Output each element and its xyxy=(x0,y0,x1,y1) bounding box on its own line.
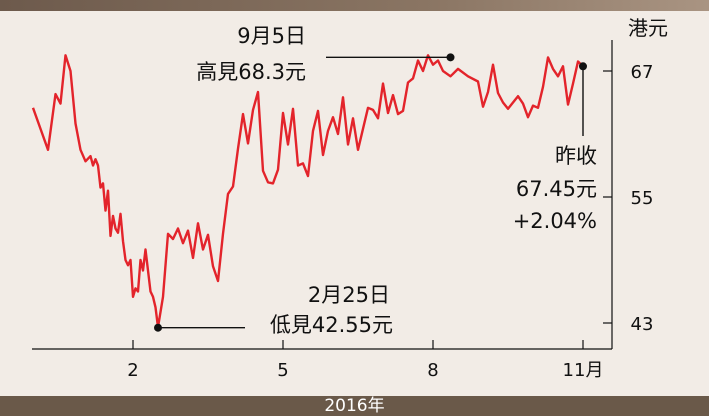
close-label-line: 67.45元 xyxy=(516,177,597,201)
y-tick-label: 67 xyxy=(631,62,654,83)
high-date-label: 9月5日 xyxy=(237,24,306,48)
x-tick-label: 11月 xyxy=(563,360,604,381)
bottom-band xyxy=(0,396,709,416)
axes xyxy=(32,40,613,350)
series-line xyxy=(31,54,584,329)
year-label: 2016年 xyxy=(324,396,385,416)
x-tick-label: 2 xyxy=(127,360,138,381)
y-tick-label: 43 xyxy=(631,314,654,335)
close-label-line: 昨收 xyxy=(555,144,597,168)
x-tick-label: 8 xyxy=(427,360,438,381)
low-date-label: 2月25日 xyxy=(308,283,390,307)
high-point-marker xyxy=(446,53,455,62)
x-tick-label: 5 xyxy=(277,360,288,381)
y-axis-unit-label: 港元 xyxy=(628,16,668,40)
close-point-marker xyxy=(579,62,587,71)
top-decor-band xyxy=(0,0,709,11)
low-point-marker xyxy=(154,323,162,332)
close-label-line: +2.04% xyxy=(513,209,597,233)
y-tick-label: 55 xyxy=(631,188,654,209)
low-value-label: 低見42.55元 xyxy=(270,313,393,337)
high-value-label: 高見68.3元 xyxy=(196,60,306,84)
